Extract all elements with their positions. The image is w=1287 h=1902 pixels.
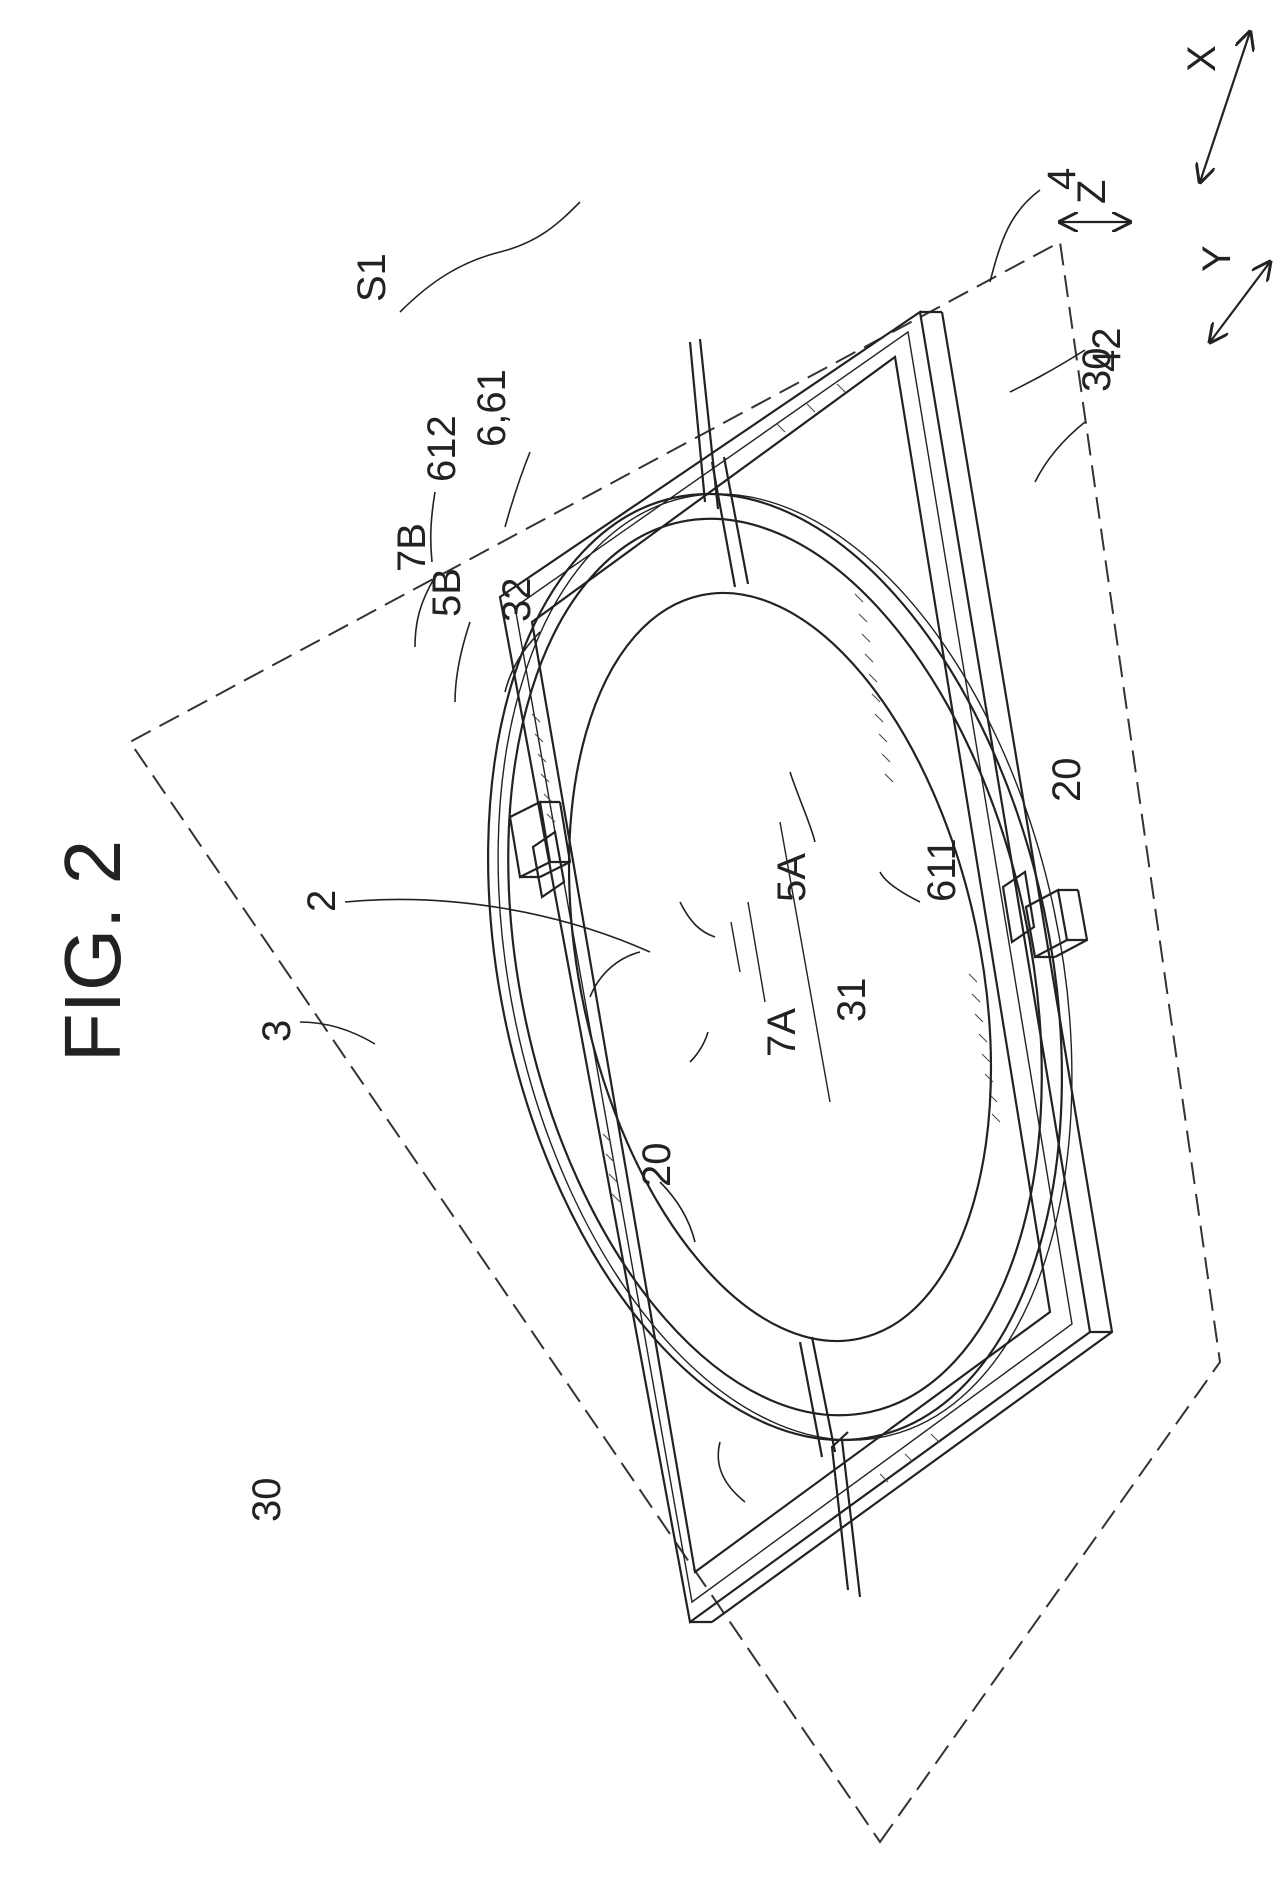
y-axis-label: Y bbox=[1195, 245, 1239, 272]
label-5a: 5A bbox=[770, 853, 814, 902]
leader-42 bbox=[1010, 350, 1085, 392]
figure-title: FIG. 2 bbox=[48, 840, 137, 1062]
leader-611 bbox=[880, 872, 920, 902]
axis-legend: Z X Y bbox=[1060, 32, 1270, 342]
mirror-2 bbox=[505, 554, 1054, 1381]
leader-30-left bbox=[718, 1442, 745, 1502]
leader-5b bbox=[455, 622, 470, 702]
leader-31 bbox=[590, 952, 640, 997]
label-31: 31 bbox=[830, 978, 874, 1023]
leader-7a bbox=[690, 1032, 708, 1062]
label-30-right: 30 bbox=[1075, 348, 1119, 393]
label-2: 2 bbox=[300, 890, 344, 912]
leader-30-right bbox=[1035, 422, 1085, 482]
torsion-bars-20 bbox=[712, 457, 835, 1457]
label-32: 32 bbox=[495, 578, 539, 623]
leader-4 bbox=[990, 190, 1040, 282]
label-s1: S1 bbox=[350, 253, 394, 302]
x-axis-label: X bbox=[1180, 45, 1224, 72]
y-axis-arrow bbox=[1210, 262, 1270, 342]
label-5b: 5B bbox=[425, 568, 469, 617]
plane-s1-outline bbox=[130, 242, 1220, 1842]
label-20-left: 20 bbox=[635, 1143, 679, 1188]
label-20-right: 20 bbox=[1045, 758, 1089, 803]
leader-6-61 bbox=[505, 452, 530, 527]
leader-5a bbox=[680, 902, 715, 937]
leader-20-right bbox=[790, 772, 815, 842]
label-7a: 7A bbox=[760, 1008, 804, 1057]
reference-labels: S1 2 3 4 42 20 20 30 30 31 32 5A 5B 7A 7… bbox=[245, 168, 1129, 1522]
beams-30 bbox=[690, 339, 860, 1597]
label-7b: 7B bbox=[390, 523, 434, 572]
label-611: 611 bbox=[920, 838, 964, 902]
label-30-left: 30 bbox=[245, 1478, 289, 1523]
leader-2 bbox=[345, 899, 650, 952]
leader-3 bbox=[300, 1022, 375, 1044]
label-3: 3 bbox=[255, 1020, 299, 1042]
z-axis-label: Z bbox=[1070, 180, 1114, 204]
leader-lines bbox=[300, 190, 1085, 1502]
label-612: 612 bbox=[420, 415, 464, 482]
label-6-61: 6,61 bbox=[470, 369, 514, 447]
leader-s1 bbox=[400, 202, 580, 312]
